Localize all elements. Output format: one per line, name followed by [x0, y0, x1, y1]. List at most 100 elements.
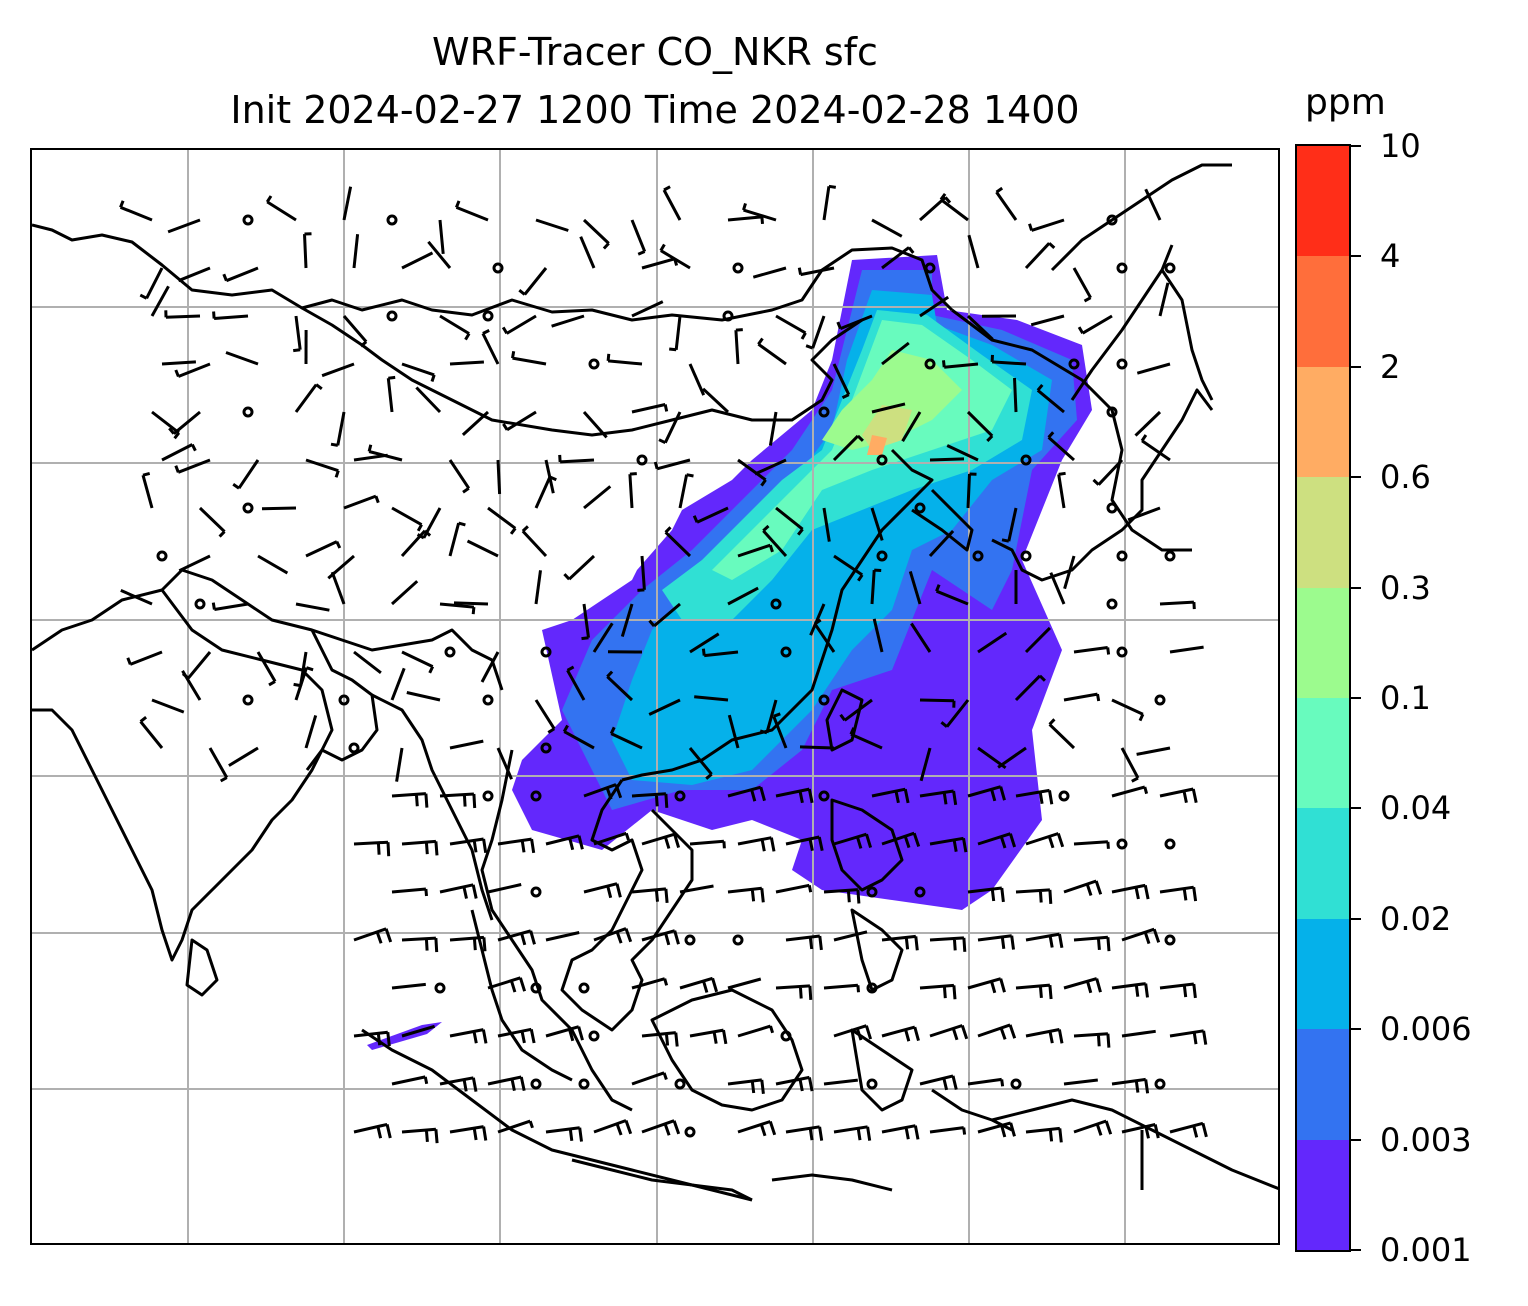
wind-barb [1140, 434, 1171, 462]
wind-barb [727, 215, 764, 225]
wind-barb [342, 186, 353, 221]
colorbar-segment [1297, 477, 1349, 588]
wind-barb [164, 310, 201, 319]
wind-barb [631, 977, 669, 990]
wind-barb [401, 650, 435, 674]
calm-circle [1020, 454, 1032, 466]
calm-circle [540, 646, 552, 658]
wind-barb [832, 363, 851, 400]
wind-barb [785, 1125, 824, 1141]
wind-barb [1073, 935, 1111, 952]
wind-barb [502, 410, 537, 432]
calm-circle [194, 598, 206, 610]
wind-barb [304, 714, 318, 749]
wind-barb [881, 1025, 920, 1042]
calm-circle [386, 214, 398, 226]
wind-barb [870, 568, 882, 605]
calm-circle [1116, 262, 1128, 274]
wind-barb [734, 328, 743, 365]
wind-barb [211, 602, 249, 611]
wind-barb [1025, 932, 1064, 949]
wind-barb [1169, 1029, 1208, 1045]
wind-barb [353, 840, 391, 857]
wind-barb [919, 747, 932, 782]
colorbar-tick-mark [1351, 1249, 1361, 1251]
calm-circle [242, 214, 254, 226]
wind-barb [1159, 600, 1196, 610]
wind-barb [294, 666, 314, 701]
wind-barb [775, 984, 813, 1000]
wind-barb [641, 1119, 681, 1136]
wind-barb [919, 295, 950, 318]
colorbar-tick-mark [1351, 697, 1361, 699]
wind-barb [497, 1027, 536, 1044]
wind-barb [150, 285, 170, 317]
wind-barb [401, 936, 439, 953]
colorbar-tick-label: 0.001 [1380, 1231, 1472, 1269]
wind-barb [566, 665, 586, 701]
calm-circle [1164, 262, 1176, 274]
wind-barb [966, 314, 994, 341]
wind-barb [797, 266, 835, 277]
wind-barb [293, 315, 302, 353]
wind-barb [1024, 626, 1051, 654]
wind-barb [449, 837, 488, 854]
wind-barb [833, 554, 864, 582]
calm-circle [1116, 358, 1128, 370]
calm-circle [674, 790, 686, 802]
wind-barb [935, 584, 969, 606]
wind-barb [593, 927, 633, 944]
calm-circle [1106, 598, 1118, 610]
wind-barb [805, 315, 826, 350]
wind-barb [583, 882, 622, 899]
wind-barb [330, 411, 346, 447]
wind-barb [881, 341, 910, 366]
wind-barb [579, 236, 596, 269]
wind-barb [775, 787, 814, 804]
colorbar-tick-mark [1351, 365, 1361, 368]
calm-circle [866, 1078, 878, 1090]
calm-circle [732, 934, 744, 946]
colorbar-tick-label: 4 [1380, 237, 1401, 276]
wind-barb [1072, 267, 1092, 303]
wind-barb [1063, 555, 1076, 590]
wind-barb [168, 410, 201, 435]
wind-barb [1025, 832, 1065, 849]
calm-circle [386, 310, 398, 322]
wind-barb [1024, 242, 1056, 270]
colorbar-tick-label: 0.3 [1380, 568, 1431, 607]
wind-barb [659, 243, 691, 270]
wind-barb [545, 834, 584, 851]
wind-barb [401, 1127, 439, 1144]
wind-barb [558, 454, 595, 464]
wind-barb [208, 747, 229, 783]
wind-barb [662, 185, 682, 221]
wind-barb [759, 699, 778, 735]
wind-barb [222, 266, 259, 283]
wind-barb [1144, 188, 1162, 221]
wind-barb [353, 650, 382, 674]
wind-barb [833, 1024, 873, 1041]
wind-barb [562, 724, 595, 750]
wind-barb [620, 603, 634, 638]
wind-barb [1121, 1029, 1156, 1038]
wind-barb [799, 745, 835, 750]
wind-barb [294, 383, 323, 413]
wind-barb [929, 1126, 967, 1135]
wind-barb [606, 670, 634, 702]
wind-barb [497, 1119, 534, 1134]
wind-barb [754, 458, 787, 476]
wind-barb [228, 746, 259, 767]
wind-barb [775, 883, 813, 894]
calm-circle [1154, 1078, 1166, 1090]
wind-barb [688, 747, 713, 780]
wind-barb [737, 1024, 775, 1038]
wind-barb [692, 506, 729, 524]
wind-barb [501, 314, 537, 335]
wind-barb [225, 351, 259, 366]
wind-barb [395, 747, 404, 782]
wind-barb [390, 667, 406, 701]
wind-barb [653, 458, 691, 471]
wind-barb [872, 618, 884, 653]
wind-barb [119, 200, 153, 222]
